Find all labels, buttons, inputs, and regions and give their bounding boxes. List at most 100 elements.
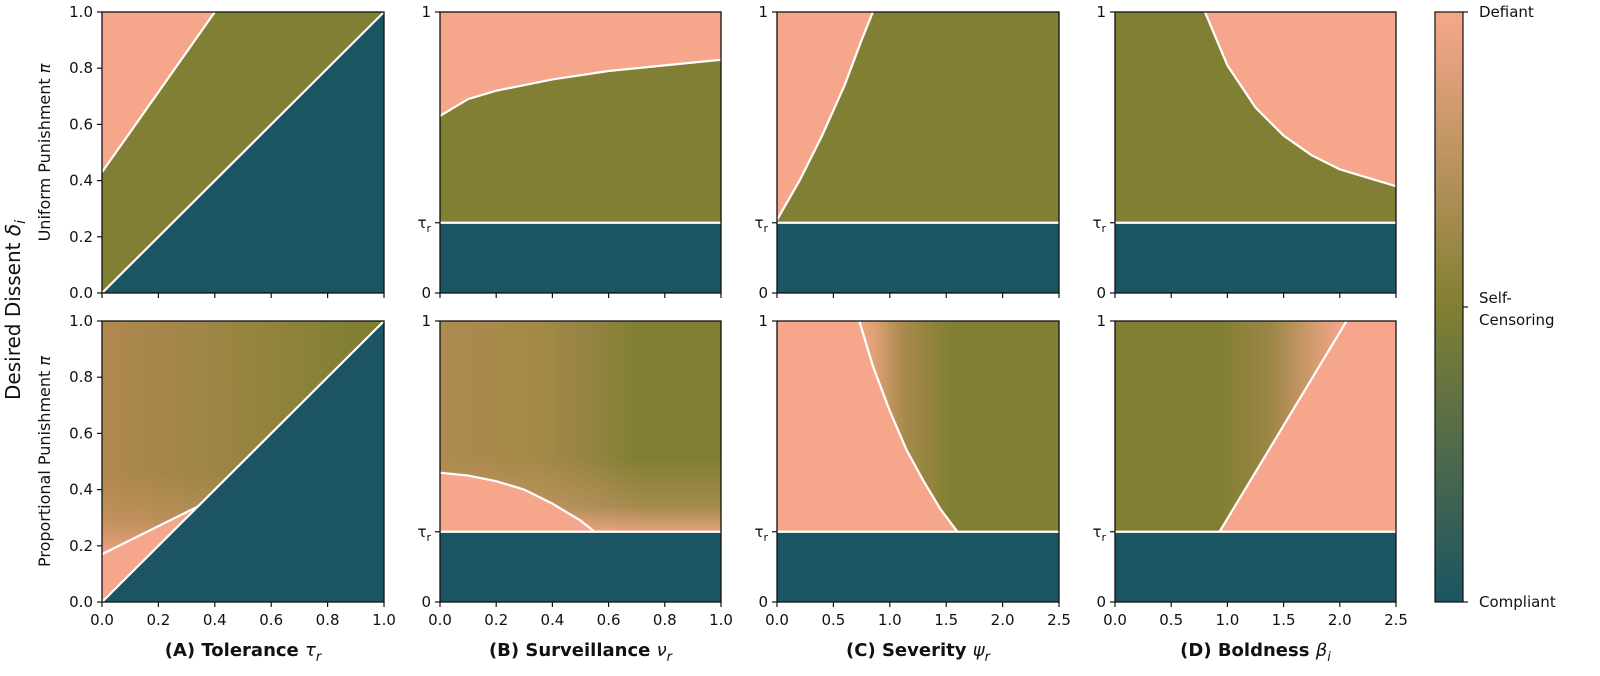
defiance-boundary bbox=[1218, 321, 1348, 533]
y-tick-label: 0.0 bbox=[69, 593, 93, 611]
y-tick-label: 0 bbox=[1096, 593, 1106, 611]
self-censoring-region bbox=[777, 12, 1059, 223]
y-tick-label: τr bbox=[417, 523, 431, 544]
compliance-boundary bbox=[102, 321, 384, 602]
y-tick-label: 0.4 bbox=[69, 481, 93, 499]
axes-frame bbox=[1114, 320, 1397, 603]
y-tick-label: τr bbox=[1092, 523, 1106, 544]
defiant-region bbox=[777, 321, 958, 532]
defiance-boundary bbox=[440, 471, 596, 533]
compliance-boundary bbox=[102, 12, 384, 293]
x-tick-label: 0.0 bbox=[1103, 611, 1127, 629]
x-tick-label: 0.0 bbox=[90, 611, 114, 629]
defiance-boundary bbox=[440, 58, 721, 117]
x-tick-label: 0.5 bbox=[821, 611, 845, 629]
colorbar-label: Defiant bbox=[1479, 3, 1534, 21]
x-tick-label: 0.8 bbox=[653, 611, 677, 629]
y-tick-label: 1.0 bbox=[69, 312, 93, 330]
defiant-region bbox=[1204, 12, 1396, 187]
row-label: Proportional Punishment π bbox=[35, 356, 54, 567]
x-tick-label: 2.5 bbox=[1384, 611, 1408, 629]
compliant-region bbox=[1115, 222, 1396, 293]
y-tick-label: 0.8 bbox=[69, 59, 93, 77]
compliant-region bbox=[777, 531, 1059, 602]
x-tick-label: 0.6 bbox=[597, 611, 621, 629]
colorbar-scale bbox=[1434, 11, 1464, 603]
compliant-region bbox=[440, 222, 721, 293]
defiance-boundary bbox=[858, 321, 959, 533]
panel-proportional-surveillance: 0.0 0.2 0.4 0.6 0.8 1.0 0 τr 1 bbox=[417, 312, 732, 629]
y-tick-label: 1 bbox=[1096, 3, 1106, 21]
panel-uniform-severity: 0 τr 1 bbox=[754, 3, 1060, 302]
compliant-region bbox=[1115, 531, 1396, 602]
x-tick-label: 0.4 bbox=[203, 611, 227, 629]
shared-y-label: Desired Dissent δi bbox=[1, 220, 29, 400]
x-tick-label: 2.5 bbox=[1047, 611, 1071, 629]
y-tick-label: 0.6 bbox=[69, 424, 93, 442]
self-censoring-gradient bbox=[102, 321, 384, 555]
defiant-region bbox=[440, 12, 721, 116]
y-tick-label: 0 bbox=[1096, 284, 1106, 302]
y-tick-label: τr bbox=[754, 523, 768, 544]
y-tick-label: 0.8 bbox=[69, 368, 93, 386]
defiance-boundary bbox=[102, 12, 216, 173]
panel-proportional-boldness: 0.0 0.5 1.0 1.5 2.0 2.5 0 τr 1 bbox=[1092, 312, 1407, 629]
x-tick-label: 1.0 bbox=[709, 611, 733, 629]
y-tick-label: 0.0 bbox=[69, 284, 93, 302]
y-tick-label: 1 bbox=[1096, 312, 1106, 330]
x-tick-label: 0.2 bbox=[146, 611, 170, 629]
x-tick-label: 2.0 bbox=[1328, 611, 1352, 629]
x-tick-label: 0.2 bbox=[484, 611, 508, 629]
self-censoring-region bbox=[440, 59, 721, 223]
y-tick-label: 0.2 bbox=[69, 228, 93, 246]
y-tick-label: 0 bbox=[421, 593, 431, 611]
axes-frame bbox=[776, 320, 1060, 603]
y-tick-label: 0 bbox=[421, 284, 431, 302]
x-tick-label: 1.5 bbox=[1272, 611, 1296, 629]
compliant-region bbox=[777, 222, 1059, 293]
axes-frame bbox=[776, 11, 1060, 294]
panel-proportional-tolerance: 0.0 0.2 0.4 0.6 0.8 1.0 0.0 0.2 0.4 0.6 0.8 1.0 bbox=[69, 312, 396, 629]
axes-frame bbox=[101, 320, 385, 603]
y-tick-label: 0 bbox=[758, 284, 768, 302]
axes-frame bbox=[101, 11, 385, 294]
y-tick-label: 0 bbox=[758, 593, 768, 611]
defiant-region bbox=[440, 472, 595, 532]
colorbar: Defiant Self-Censoring Compliant bbox=[1434, 3, 1556, 611]
y-tick-label: 1 bbox=[758, 3, 768, 21]
x-tick-label: 0.0 bbox=[428, 611, 452, 629]
y-tick-label: 1 bbox=[421, 3, 431, 21]
defiant-region bbox=[777, 12, 873, 223]
defiance-boundary bbox=[102, 505, 199, 556]
axes-frame bbox=[439, 320, 722, 603]
axes-frame bbox=[1114, 11, 1397, 294]
y-tick-label: τr bbox=[1092, 214, 1106, 235]
panel-uniform-tolerance: 0.0 0.2 0.4 0.6 0.8 1.0 bbox=[69, 3, 385, 302]
x-tick-label: 0.0 bbox=[765, 611, 789, 629]
panel-uniform-boldness: 0 τr 1 bbox=[1092, 3, 1397, 302]
defiance-boundary bbox=[1203, 12, 1396, 188]
x-tick-label: 0.5 bbox=[1159, 611, 1183, 629]
y-tick-label: 1 bbox=[758, 312, 768, 330]
x-tick-label: 1.0 bbox=[372, 611, 396, 629]
x-tick-label: 1.0 bbox=[1215, 611, 1239, 629]
x-tick-label: 1.0 bbox=[878, 611, 902, 629]
row-label: Uniform Punishment π bbox=[35, 63, 54, 241]
colorbar-label: Compliant bbox=[1479, 593, 1556, 611]
panel-uniform-surveillance: 0 τr 1 bbox=[417, 3, 722, 302]
x-tick-label: 0.4 bbox=[540, 611, 564, 629]
y-tick-label: 0.6 bbox=[69, 115, 93, 133]
x-axis-title: (B) Surveillance νr bbox=[489, 640, 674, 665]
labels: (A) Tolerance τr (B) Surveillance νr (C) S… bbox=[1, 63, 1331, 665]
y-tick-label: τr bbox=[754, 214, 768, 235]
x-axis-title: (D) Boldness βi bbox=[1180, 640, 1331, 665]
y-tick-label: 1 bbox=[421, 312, 431, 330]
x-tick-label: 1.5 bbox=[934, 611, 958, 629]
y-tick-label: 0.2 bbox=[69, 537, 93, 555]
x-tick-label: 2.0 bbox=[991, 611, 1015, 629]
x-tick-label: 0.6 bbox=[259, 611, 283, 629]
x-axis-title: (C) Severity ψr bbox=[846, 640, 992, 665]
self-censoring-gradient bbox=[440, 321, 721, 532]
